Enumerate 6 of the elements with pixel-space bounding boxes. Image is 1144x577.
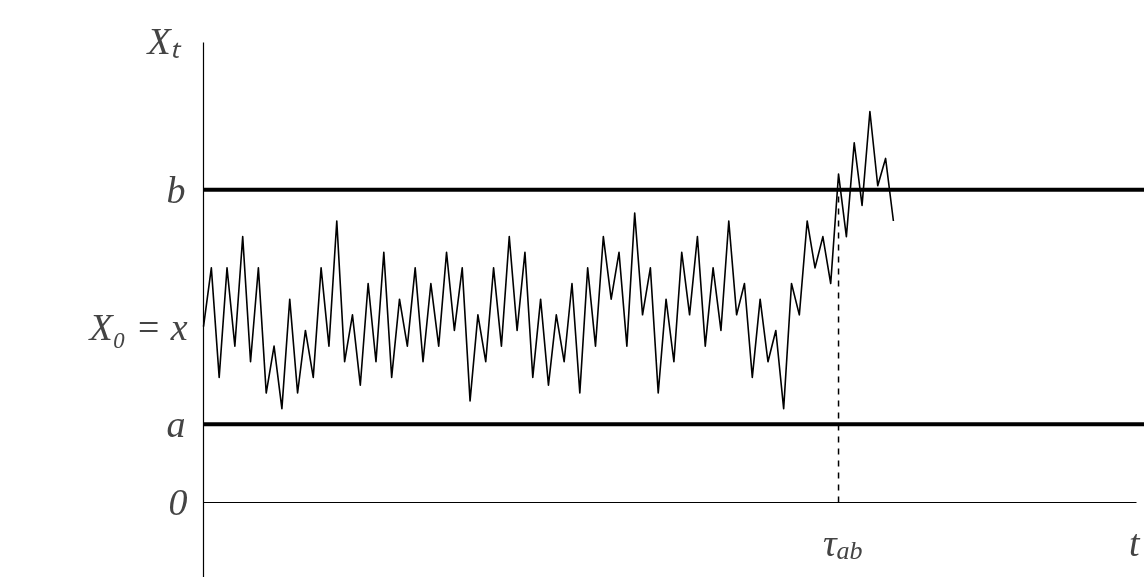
- y-axis-title: Xₜ: [145, 19, 182, 62]
- ref-line-label: b: [166, 168, 186, 211]
- text: 0: [168, 481, 188, 523]
- text: t: [1128, 521, 1141, 564]
- text: X₀ = x: [87, 305, 188, 348]
- ref-line-label: a: [166, 403, 186, 446]
